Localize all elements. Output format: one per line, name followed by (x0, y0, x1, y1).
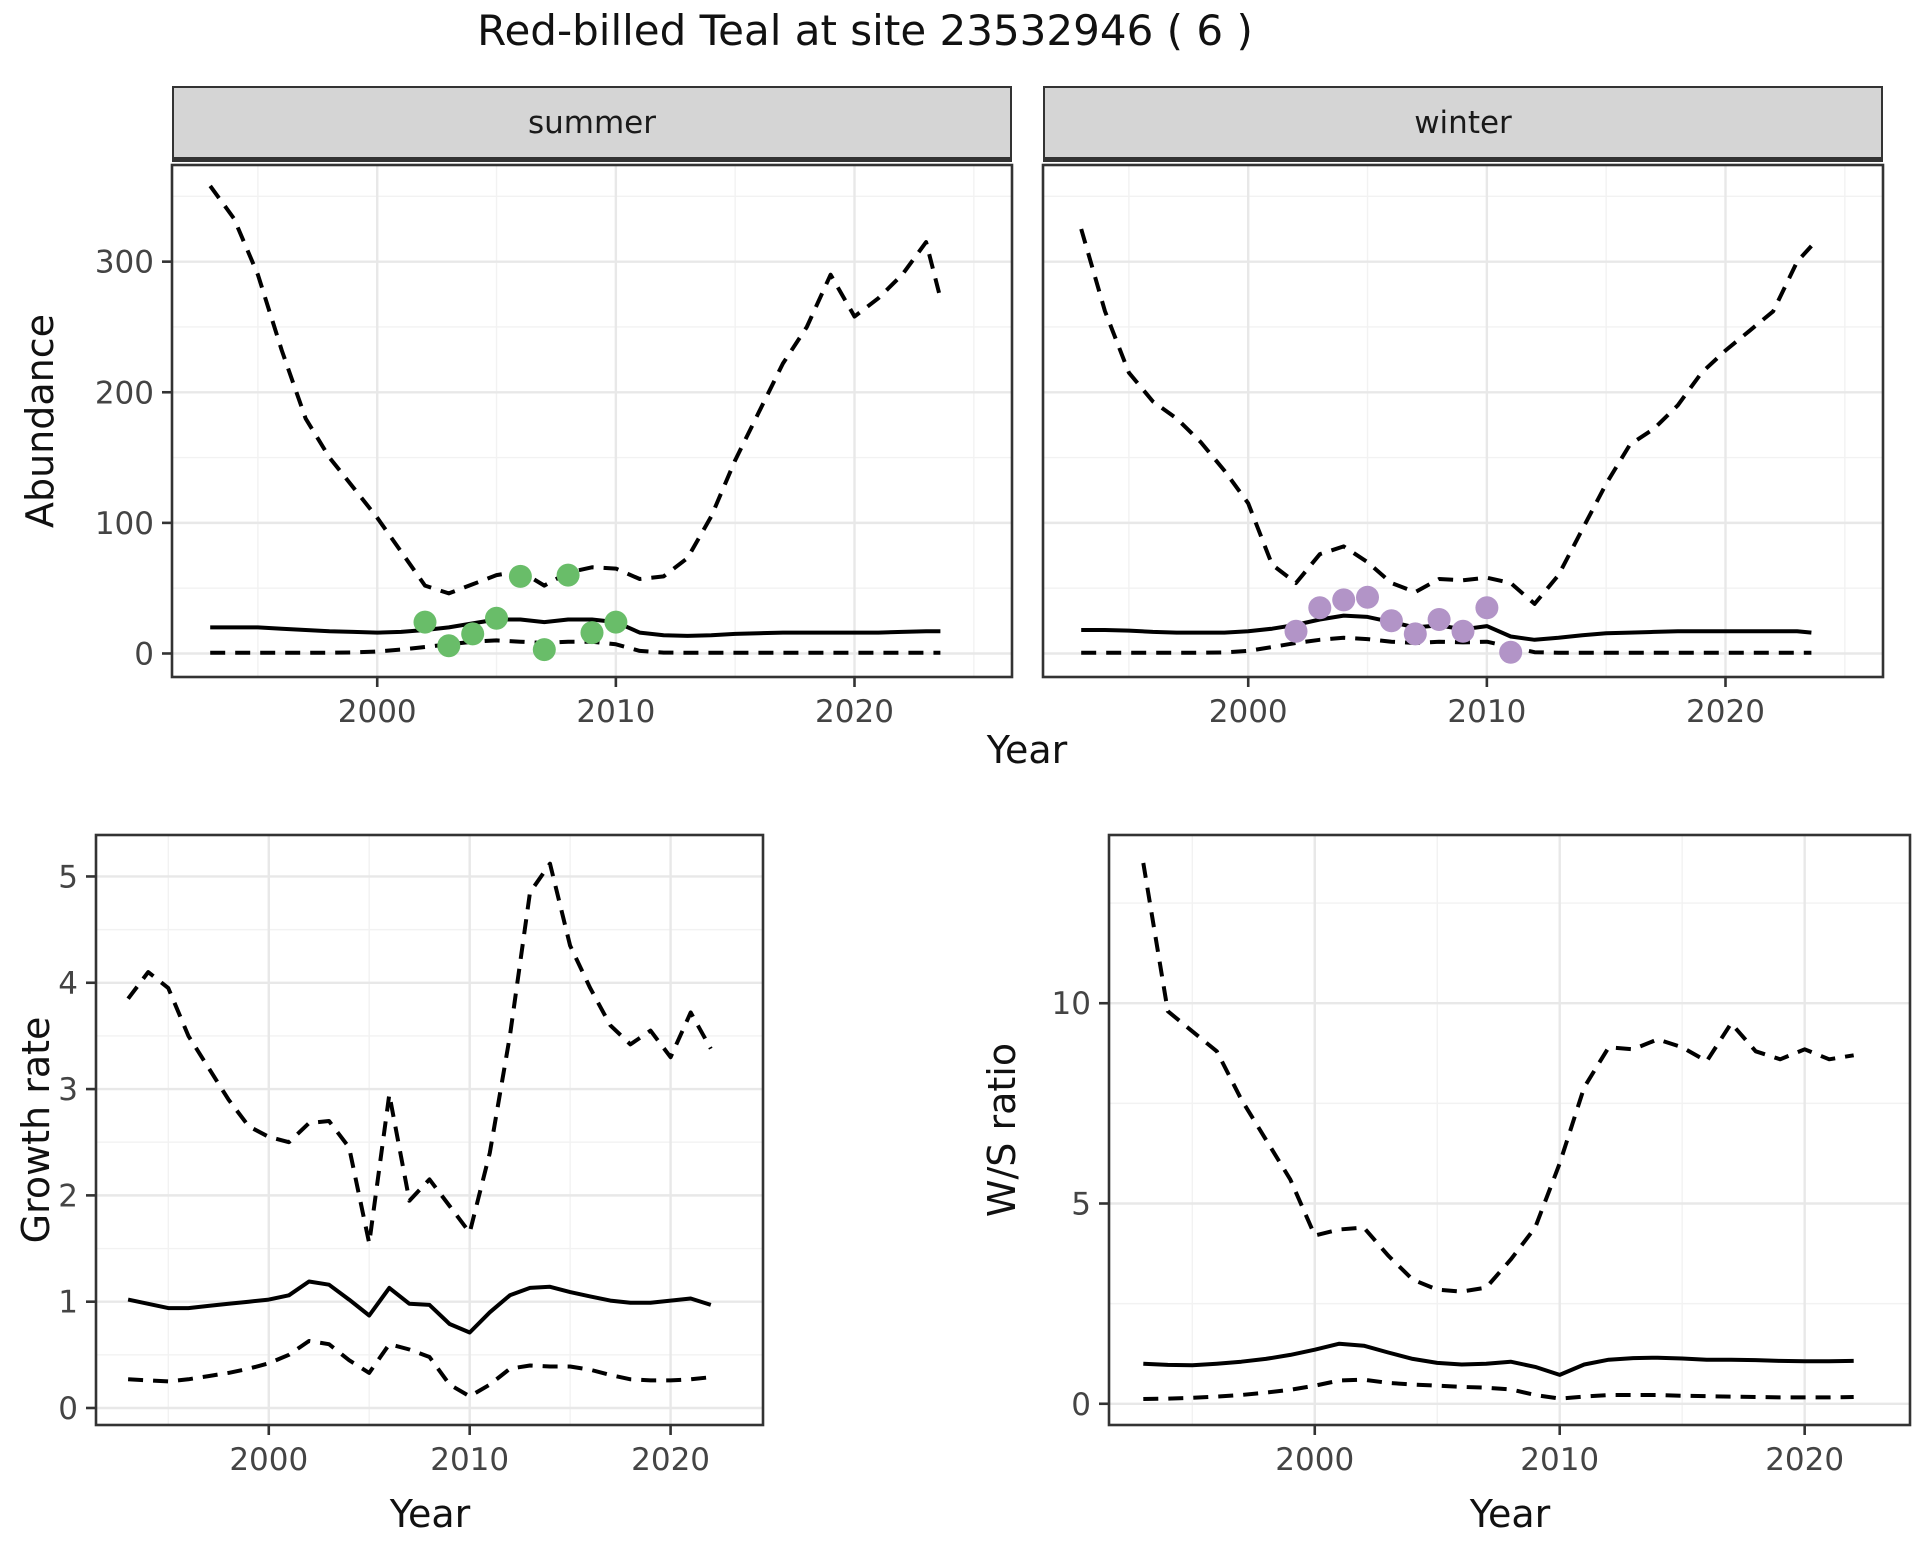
y-tick-label: 5 (58, 859, 78, 895)
panel-abundance-winter: 2000 2010 2020 (1041, 163, 1885, 730)
data-point (413, 610, 437, 634)
y-tick-label: 10 (1052, 986, 1091, 1022)
data-point (1427, 608, 1451, 631)
x-axis-title-year-growth: Year (389, 1492, 471, 1536)
x-tick-label: 2020 (631, 1442, 710, 1478)
data-point (556, 563, 580, 587)
panel-ws-ratio: 2000 2010 2020 0 5 10 (1052, 833, 1912, 1478)
data-point (1332, 588, 1356, 612)
data-point (461, 622, 485, 646)
y-tick-label: 300 (95, 245, 154, 281)
data-point (1379, 609, 1403, 633)
y-tick-label: 0 (58, 1391, 78, 1427)
series-upper-95ci (126, 861, 713, 1246)
data-point (1451, 619, 1475, 643)
y-axis-title-abundance: Abundance (18, 313, 62, 529)
data-point (1308, 596, 1332, 620)
data-point (532, 638, 556, 662)
panel-border (94, 833, 765, 1427)
panel-border (1107, 833, 1912, 1427)
x-tick-label: 2000 (1209, 694, 1288, 730)
y-tick-label: 5 (1071, 1186, 1091, 1222)
y-tick-label: 1 (58, 1285, 78, 1321)
series-median (1081, 613, 1812, 642)
x-tick-label: 2010 (1447, 694, 1526, 730)
x-tick-label: 2020 (1686, 694, 1765, 730)
data-point (485, 606, 508, 630)
data-point (437, 634, 461, 658)
y-axis-title-ws-ratio: W/S ratio (980, 1042, 1024, 1218)
series-median (1143, 1341, 1854, 1377)
panel-border (170, 163, 1014, 679)
panel-abundance-summer: 2000 2010 2020 0 100 200 300 (95, 163, 1014, 730)
y-axis-title-growth-rate: Growth rate (14, 1016, 58, 1244)
facet-strip-winter: winter (1043, 86, 1883, 162)
x-tick-label: 2000 (1275, 1442, 1354, 1478)
series-upper-95ci (208, 184, 943, 596)
x-axis-title-year-top: Year (986, 728, 1068, 772)
y-tick-label: 200 (95, 375, 154, 411)
y-tick-label: 4 (58, 966, 78, 1002)
observed-counts-summer (413, 563, 628, 662)
data-point (1403, 622, 1427, 646)
facet-strip-winter-label: winter (1414, 104, 1512, 141)
facet-strip-summer-label: summer (527, 104, 656, 141)
data-point (580, 621, 604, 645)
y-tick-label: 3 (58, 1072, 78, 1108)
y-tick-label: 0 (1071, 1387, 1091, 1423)
panel-growth-rate: 2000 2010 2020 0 1 2 3 4 5 (58, 833, 765, 1478)
series-lower-95ci (1143, 1377, 1854, 1401)
data-point (1284, 619, 1308, 643)
x-tick-label: 2010 (576, 694, 655, 730)
data-point (604, 610, 628, 634)
data-point (508, 564, 532, 588)
y-tick-label: 100 (95, 506, 154, 542)
x-tick-label: 2000 (338, 694, 417, 730)
panel-border (1041, 163, 1885, 679)
series-upper-95ci (1141, 862, 1855, 1294)
x-tick-label: 2010 (430, 1442, 509, 1478)
x-tick-label: 2020 (1765, 1442, 1844, 1478)
x-axis-title-year-ws: Year (1469, 1492, 1551, 1536)
plot-title: Red-billed Teal at site 23532946 ( 6 ) (477, 6, 1253, 55)
facet-strip-summer: summer (172, 86, 1012, 162)
series-median (127, 1279, 712, 1335)
data-point (1499, 640, 1523, 664)
data-point (1475, 596, 1499, 620)
series-upper-95ci (1079, 228, 1813, 606)
y-tick-label: 0 (134, 636, 154, 672)
x-tick-label: 2000 (229, 1442, 308, 1478)
y-tick-label: 2 (58, 1178, 78, 1214)
data-point (1356, 585, 1379, 609)
observed-counts-winter (1284, 585, 1523, 664)
x-tick-label: 2010 (1520, 1442, 1599, 1478)
x-tick-label: 2020 (815, 694, 894, 730)
series-median (210, 617, 941, 638)
